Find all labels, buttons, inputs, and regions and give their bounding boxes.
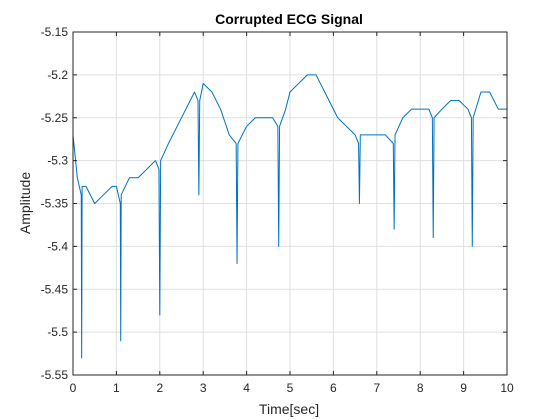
x-tick-label: 3 [200, 381, 207, 395]
chart-title: Corrupted ECG Signal [215, 11, 363, 27]
x-tick-label: 4 [243, 381, 250, 395]
plot-group: 0 1 2 3 4 5 6 7 8 9 10 -5.55 -5.5 -5.45 -5.4 -5.35 -5.3 -… [41, 25, 514, 395]
x-tick-label: 5 [287, 381, 294, 395]
y-tick-label: -5.55 [41, 368, 69, 382]
y-tick-label: -5.3 [47, 154, 68, 168]
y-tick-label: -5.15 [41, 25, 69, 39]
x-axis-label: Time[sec] [259, 401, 319, 417]
y-tick-label: -5.5 [47, 325, 68, 339]
x-tick-label: 10 [500, 381, 514, 395]
x-tick-label: 6 [330, 381, 337, 395]
x-tick-label: 1 [113, 381, 120, 395]
y-tick-label: -5.45 [41, 282, 69, 296]
y-axis-label: Amplitude [17, 172, 33, 234]
y-tick-label: -5.4 [47, 239, 68, 253]
y-tick-label: -5.35 [41, 197, 69, 211]
x-tick-label: 7 [373, 381, 380, 395]
x-tick-label: 0 [70, 381, 77, 395]
y-tick-label: -5.2 [47, 68, 68, 82]
x-tick-label: 2 [156, 381, 163, 395]
series-line [72, 74, 507, 359]
x-tick-label: 9 [460, 381, 467, 395]
y-tick-label: -5.25 [41, 111, 69, 125]
x-tick-label: 8 [417, 381, 424, 395]
